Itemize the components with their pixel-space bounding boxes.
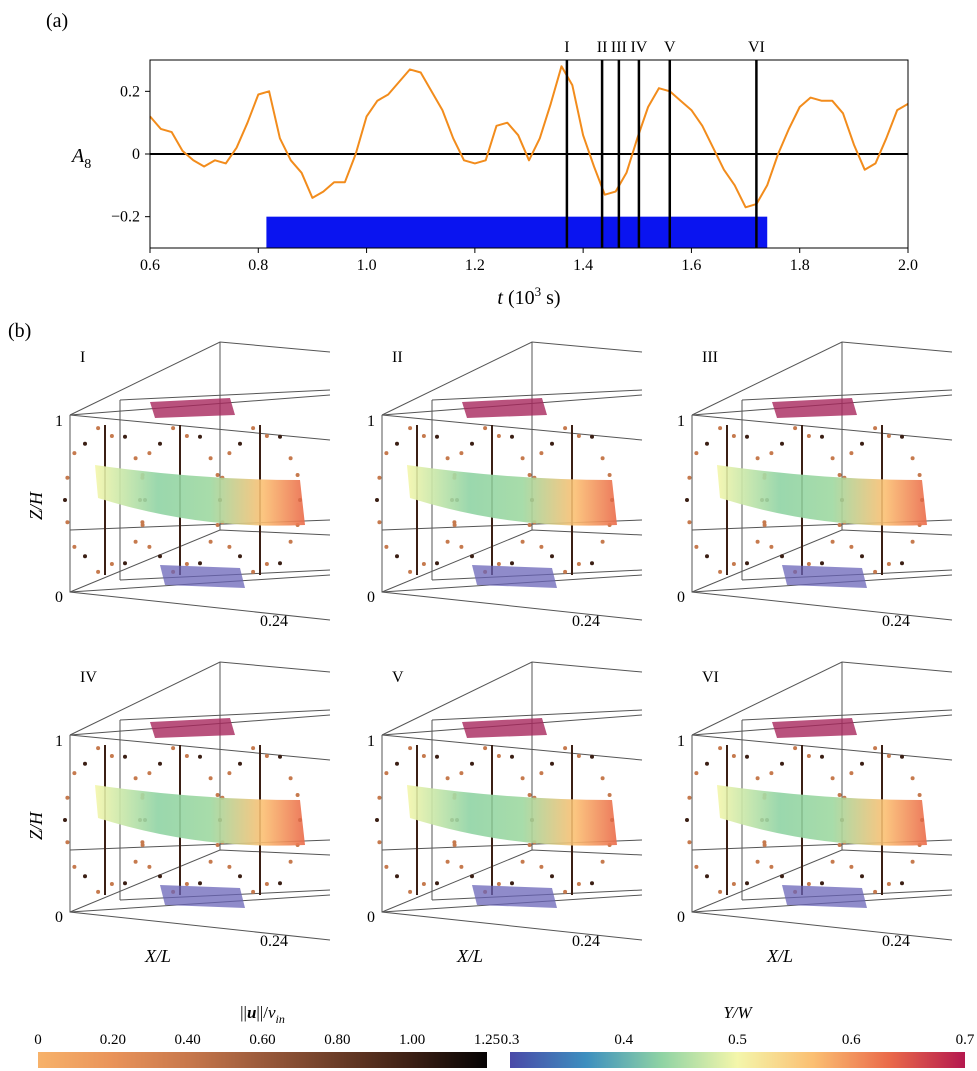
z-bottom-label: 0	[55, 909, 63, 926]
marker-label-V: V	[664, 39, 676, 56]
highlight-band	[266, 217, 767, 248]
marker-label-I: I	[564, 39, 569, 56]
z-bottom-label: 0	[55, 589, 63, 606]
snapshot-II: II 1 0 0.24	[362, 330, 662, 650]
colorbar-tick: 1.25	[474, 1032, 500, 1048]
z-top-label: 1	[677, 733, 685, 750]
snapshot-VI: VI 1 0 0.24 X/L	[672, 650, 972, 970]
z-axis-label: Z/H	[26, 811, 46, 840]
x-tick-label: 0.8	[248, 257, 268, 274]
x-tick-label: 1.0	[357, 257, 377, 274]
top-vectors	[462, 718, 547, 738]
snapshot-label: V	[392, 669, 404, 686]
colorbar-tick: 1.00	[399, 1032, 425, 1048]
bottom-vectors	[160, 885, 245, 908]
colorbar-tick: 0.60	[249, 1032, 275, 1048]
colorbar-title: Y/W	[723, 1003, 753, 1022]
x-tick-label: 1.2	[465, 257, 485, 274]
plume	[95, 785, 305, 846]
x-tick-label: 1.6	[681, 257, 701, 274]
x-axis-label: X/L	[766, 946, 793, 966]
plume	[717, 465, 927, 526]
z-top-label: 1	[55, 413, 63, 430]
z-bottom-label: 0	[367, 589, 375, 606]
colorbars: 0 0.20 0.40 0.60 0.80 1.00 1.25 ||u||/vin 0.3 0.4…	[0, 1000, 977, 1071]
colorbar-tick: 0	[34, 1032, 42, 1048]
snapshot-label: I	[80, 349, 85, 366]
top-vectors	[150, 718, 235, 738]
z-top-label: 1	[367, 413, 375, 430]
colorbar-tick: 0.4	[614, 1032, 633, 1048]
z-bottom-label: 0	[677, 589, 685, 606]
y-tick-label: 0.2	[120, 83, 140, 100]
x-axis-label: t (103 s)	[497, 284, 560, 309]
snapshot-label: IV	[80, 669, 97, 686]
x-tick-label: 2.0	[898, 257, 918, 274]
colorbar-tick: 0.40	[175, 1032, 201, 1048]
x-tick-label: 0.24	[572, 613, 600, 630]
plume	[407, 465, 617, 526]
z-top-label: 1	[55, 733, 63, 750]
y-axis-label: A8	[70, 145, 91, 172]
x-axis-label: X/L	[456, 946, 483, 966]
colorbar-tick: 0.5	[728, 1032, 747, 1048]
bottom-vectors	[782, 885, 867, 908]
z-bottom-label: 0	[367, 909, 375, 926]
plume	[717, 785, 927, 846]
x-tick-label: 0.24	[572, 933, 600, 950]
bottom-vectors	[472, 565, 557, 588]
colorbar-1	[510, 1052, 965, 1068]
z-top-label: 1	[367, 733, 375, 750]
colorbar-tick: 0.7	[956, 1032, 975, 1048]
z-bottom-label: 0	[677, 909, 685, 926]
plume	[407, 785, 617, 846]
marker-label-IV: IV	[630, 39, 647, 56]
x-tick-label: 1.4	[573, 257, 593, 274]
series-line-0	[150, 66, 908, 207]
colorbar-tick: 0.20	[100, 1032, 126, 1048]
z-axis-label: Z/H	[26, 491, 46, 520]
marker-label-VI: VI	[748, 39, 765, 56]
bottom-vectors	[160, 565, 245, 588]
top-vectors	[462, 398, 547, 418]
snapshot-V: V 1 0 0.24 X/L	[362, 650, 662, 970]
top-vectors	[772, 398, 857, 418]
x-tick-label: 0.24	[260, 933, 288, 950]
colorbar-tick: 0.80	[324, 1032, 350, 1048]
x-tick-label: 0.6	[140, 257, 160, 274]
x-tick-label: 0.24	[260, 613, 288, 630]
top-vectors	[772, 718, 857, 738]
time-series-chart: I II III IV V VI0.6 0.8 1.0 1.2 1.4 1.6 1.8 2.00.20−…	[0, 0, 977, 320]
snapshot-label: VI	[702, 669, 719, 686]
y-tick-label: 0	[132, 146, 140, 163]
bottom-vectors	[472, 885, 557, 908]
x-axis-label: X/L	[144, 946, 171, 966]
snapshot-label: III	[702, 349, 718, 366]
x-tick-label: 0.24	[882, 933, 910, 950]
colorbar-tick: 0.6	[842, 1032, 861, 1048]
plume	[95, 465, 305, 526]
marker-label-II: II	[597, 39, 608, 56]
z-top-label: 1	[677, 413, 685, 430]
colorbar-0	[38, 1052, 487, 1068]
x-tick-label: 1.8	[790, 257, 810, 274]
top-vectors	[150, 398, 235, 418]
panel-b-label: (b)	[8, 320, 31, 343]
x-tick-label: 0.24	[882, 613, 910, 630]
y-tick-label: −0.2	[111, 209, 140, 226]
bottom-vectors	[782, 565, 867, 588]
snapshot-label: II	[392, 349, 403, 366]
colorbar-title: ||u||/vin	[240, 1003, 285, 1026]
snapshot-III: III 1 0 0.24	[672, 330, 972, 650]
marker-label-III: III	[611, 39, 627, 56]
colorbar-tick: 0.3	[501, 1032, 520, 1048]
